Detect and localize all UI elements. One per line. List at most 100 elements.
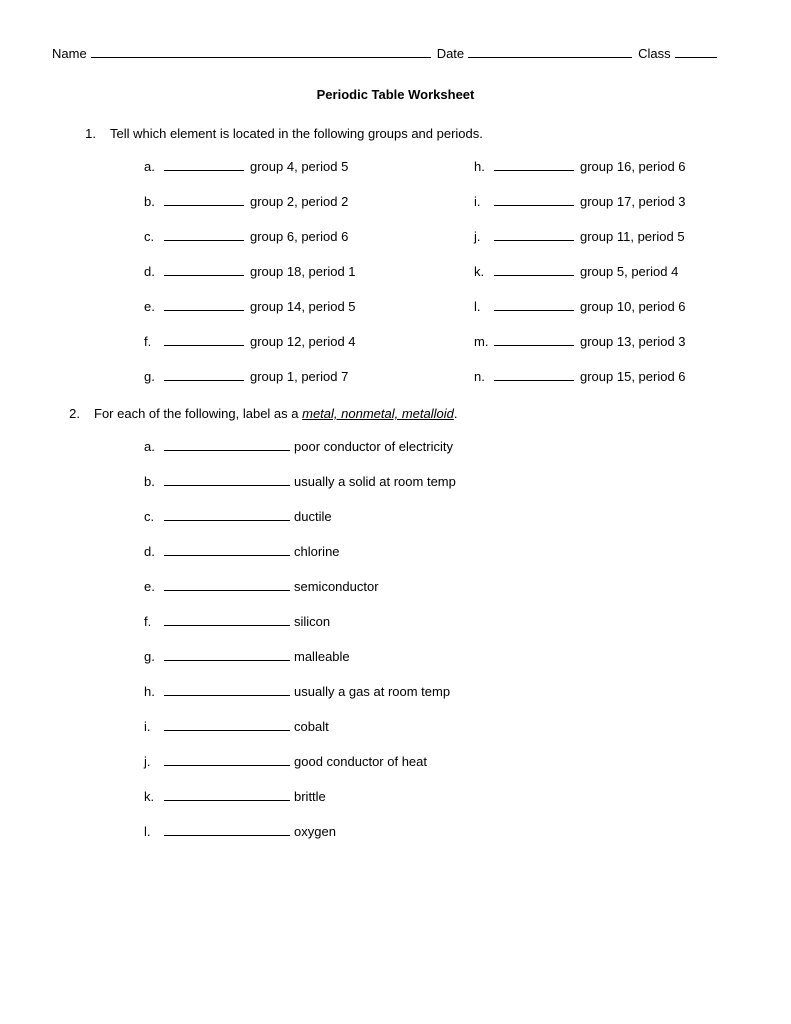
answer-blank[interactable] (164, 835, 290, 836)
item-desc: group 13, period 3 (580, 334, 686, 349)
item-desc: ductile (294, 509, 332, 524)
answer-blank[interactable] (164, 625, 290, 626)
item-desc: group 15, period 6 (580, 369, 686, 384)
worksheet-page: Name Date Class Periodic Table Worksheet… (0, 0, 791, 1024)
answer-blank[interactable] (494, 345, 574, 346)
question-number: 1. (52, 126, 110, 141)
q2-text-underlined: metal, nonmetal, metalloid (302, 406, 454, 421)
item-letter: b. (144, 194, 164, 209)
item-letter: j. (144, 754, 164, 769)
q2-item: b.usually a solid at room temp (144, 474, 739, 489)
item-letter: f. (144, 614, 164, 629)
answer-blank[interactable] (164, 205, 244, 206)
q2-item: c. ductile (144, 509, 739, 524)
answer-blank[interactable] (494, 170, 574, 171)
q1-item: c.group 6, period 6 (144, 229, 474, 244)
item-letter: c. (144, 509, 164, 524)
answer-blank[interactable] (164, 590, 290, 591)
answer-blank[interactable] (164, 485, 290, 486)
answer-blank[interactable] (164, 660, 290, 661)
name-blank[interactable] (91, 57, 431, 58)
item-letter: n. (474, 369, 494, 384)
item-letter: i. (474, 194, 494, 209)
answer-blank[interactable] (164, 310, 244, 311)
q2-item: k.brittle (144, 789, 739, 804)
q2-item: j.good conductor of heat (144, 754, 739, 769)
item-desc: group 1, period 7 (250, 369, 348, 384)
item-desc: group 10, period 6 (580, 299, 686, 314)
answer-blank[interactable] (164, 345, 244, 346)
answer-blank[interactable] (164, 240, 244, 241)
name-label: Name (52, 46, 87, 61)
item-letter: k. (144, 789, 164, 804)
q2-item: g.malleable (144, 649, 739, 664)
q1-item: n. group 15, period 6 (474, 369, 791, 384)
item-letter: b. (144, 474, 164, 489)
item-letter: l. (474, 299, 494, 314)
answer-blank[interactable] (164, 380, 244, 381)
q1-item: l. group 10, period 6 (474, 299, 791, 314)
item-desc: group 6, period 6 (250, 229, 348, 244)
header-line: Name Date Class (52, 46, 739, 61)
item-desc: usually a gas at room temp (294, 684, 450, 699)
answer-blank[interactable] (164, 275, 244, 276)
item-desc: group 2, period 2 (250, 194, 348, 209)
answer-blank[interactable] (164, 730, 290, 731)
answer-blank[interactable] (164, 765, 290, 766)
answer-blank[interactable] (164, 520, 290, 521)
item-desc: poor conductor of electricity (294, 439, 453, 454)
item-desc: group 16, period 6 (580, 159, 686, 174)
q2-text-post: . (454, 406, 458, 421)
item-desc: group 5, period 4 (580, 264, 678, 279)
item-letter: k. (474, 264, 494, 279)
question-2: 2. For each of the following, label as a… (52, 406, 739, 421)
answer-blank[interactable] (164, 695, 290, 696)
item-desc: group 12, period 4 (250, 334, 356, 349)
item-desc: group 14, period 5 (250, 299, 356, 314)
answer-blank[interactable] (164, 800, 290, 801)
item-letter: e. (144, 579, 164, 594)
q2-list: a.poor conductor of electricityb.usually… (144, 439, 739, 839)
answer-blank[interactable] (164, 450, 290, 451)
q1-item: g. group 1, period 7 (144, 369, 474, 384)
q2-text-pre: For each of the following, label as a (94, 406, 302, 421)
question-text: Tell which element is located in the fol… (110, 126, 739, 141)
answer-blank[interactable] (494, 275, 574, 276)
q1-item: b. group 2, period 2 (144, 194, 474, 209)
q1-item: e. group 14, period 5 (144, 299, 474, 314)
item-letter: f. (144, 334, 164, 349)
item-letter: g. (144, 369, 164, 384)
q2-item: i. cobalt (144, 719, 739, 734)
q1-item: k. group 5, period 4 (474, 264, 791, 279)
answer-blank[interactable] (164, 170, 244, 171)
page-title: Periodic Table Worksheet (52, 87, 739, 102)
item-letter: d. (144, 544, 164, 559)
item-letter: j. (474, 229, 494, 244)
item-desc: silicon (294, 614, 330, 629)
item-desc: oxygen (294, 824, 336, 839)
answer-blank[interactable] (494, 205, 574, 206)
q1-item: j.group 11, period 5 (474, 229, 791, 244)
answer-blank[interactable] (494, 310, 574, 311)
q2-item: d.chlorine (144, 544, 739, 559)
date-blank[interactable] (468, 57, 632, 58)
item-letter: m. (474, 334, 494, 349)
answer-blank[interactable] (494, 380, 574, 381)
item-letter: e. (144, 299, 164, 314)
question-1: 1. Tell which element is located in the … (52, 126, 739, 141)
item-desc: semiconductor (294, 579, 379, 594)
item-letter: d. (144, 264, 164, 279)
item-letter: i. (144, 719, 164, 734)
q1-item: f. group 12, period 4 (144, 334, 474, 349)
q1-item: a.group 4, period 5 (144, 159, 474, 174)
class-blank[interactable] (675, 57, 717, 58)
item-letter: g. (144, 649, 164, 664)
item-letter: h. (144, 684, 164, 699)
q1-item: i. group 17, period 3 (474, 194, 791, 209)
item-desc: group 17, period 3 (580, 194, 686, 209)
q2-item: a.poor conductor of electricity (144, 439, 739, 454)
answer-blank[interactable] (494, 240, 574, 241)
item-desc: cobalt (294, 719, 329, 734)
q1-right-column: h.group 16, period 6i.group 17, period 3… (474, 159, 791, 404)
answer-blank[interactable] (164, 555, 290, 556)
